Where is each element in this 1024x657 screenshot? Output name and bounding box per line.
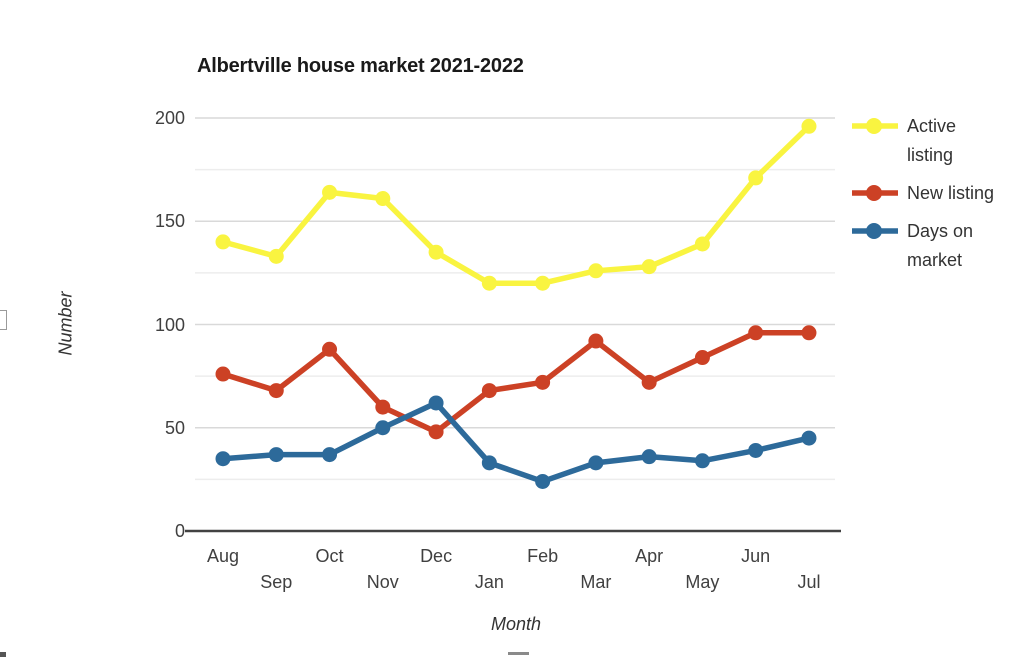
data-point-active-listing-feb [535,275,551,291]
data-point-new-listing-may [694,350,710,366]
legend-label-active-listing: Active listing [907,116,957,165]
y-tick-label-200: 200 [154,108,185,128]
data-point-active-listing-sep [268,248,284,264]
legend-item-active-listing: Active listing [852,112,1022,170]
x-tick-label-aug: Aug [206,546,240,566]
data-point-days-on-market-jun [748,442,764,458]
data-point-new-listing-aug [215,366,231,382]
data-point-days-on-market-dec [428,395,444,411]
legend-swatch-icon-active-listing [852,118,898,134]
x-tick-label-feb: Feb [527,546,559,566]
x-tick-label-may: May [685,572,720,592]
data-point-active-listing-jun [748,170,764,186]
data-point-active-listing-oct [322,184,338,200]
data-point-days-on-market-may [694,453,710,469]
cropped-ui-fragment-left [0,310,7,330]
data-point-active-listing-jul [801,118,817,134]
cropped-ui-fragment-bottom-left [0,652,6,657]
data-point-new-listing-jan [481,383,497,399]
data-point-new-listing-nov [375,399,391,415]
y-axis-title: Number [55,291,76,356]
data-point-new-listing-feb [535,374,551,390]
data-point-days-on-market-sep [268,447,284,463]
data-point-active-listing-apr [641,259,657,275]
chart-title: Albertville house market 2021-2022 [197,55,524,77]
y-tick-label-150: 150 [154,211,185,232]
data-point-active-listing-nov [375,191,391,207]
y-tick-label-50: 50 [164,417,185,438]
x-tick-label-sep: Sep [260,572,293,592]
data-point-days-on-market-jan [481,455,497,471]
series-line-new-listing [220,330,812,435]
data-point-active-listing-dec [428,244,444,260]
data-point-new-listing-apr [641,374,657,390]
data-point-days-on-market-oct [322,447,338,463]
cropped-ui-fragment-bottom-center [508,652,529,655]
data-point-days-on-market-nov [375,420,391,436]
x-tick-label-oct: Oct [315,546,344,566]
data-point-new-listing-jun [748,325,764,341]
x-axis-title: Month [490,614,542,634]
legend-swatch-icon-days-on-market [852,223,898,239]
data-point-new-listing-oct [322,341,338,357]
legend-item-new-listing: New listing [852,179,1022,208]
x-tick-label-jan: Jan [474,572,504,592]
series-line-active-listing [220,123,812,286]
series-line-days-on-market [220,400,812,485]
x-tick-label-apr: Apr [635,546,664,566]
data-point-days-on-market-feb [535,473,551,489]
legend-swatch-icon-new-listing [852,185,898,201]
data-point-days-on-market-jul [801,430,817,446]
data-point-days-on-market-apr [641,449,657,465]
data-point-new-listing-dec [428,424,444,440]
data-point-days-on-market-aug [215,451,231,467]
x-tick-label-mar: Mar [580,572,612,592]
x-tick-label-jul: Jul [797,572,821,592]
data-point-new-listing-sep [268,383,284,399]
legend-label-new-listing: New listing [907,183,995,203]
y-tick-label-0: 0 [174,521,185,541]
data-point-active-listing-mar [588,263,604,279]
data-point-active-listing-aug [215,234,231,250]
data-point-days-on-market-mar [588,455,604,471]
data-point-active-listing-may [694,236,710,252]
legend-label-days-on-market: Days on market [907,221,974,270]
x-tick-label-dec: Dec [420,546,453,566]
x-tick-label-nov: Nov [366,572,399,592]
legend-item-days-on-market: Days on market [852,217,1022,275]
data-point-active-listing-jan [481,275,497,291]
x-tick-label-jun: Jun [741,546,771,566]
data-point-new-listing-jul [801,325,817,341]
y-tick-label-100: 100 [154,314,185,335]
data-point-new-listing-mar [588,333,604,349]
legend: Active listing New listing Days on market [852,112,1022,284]
